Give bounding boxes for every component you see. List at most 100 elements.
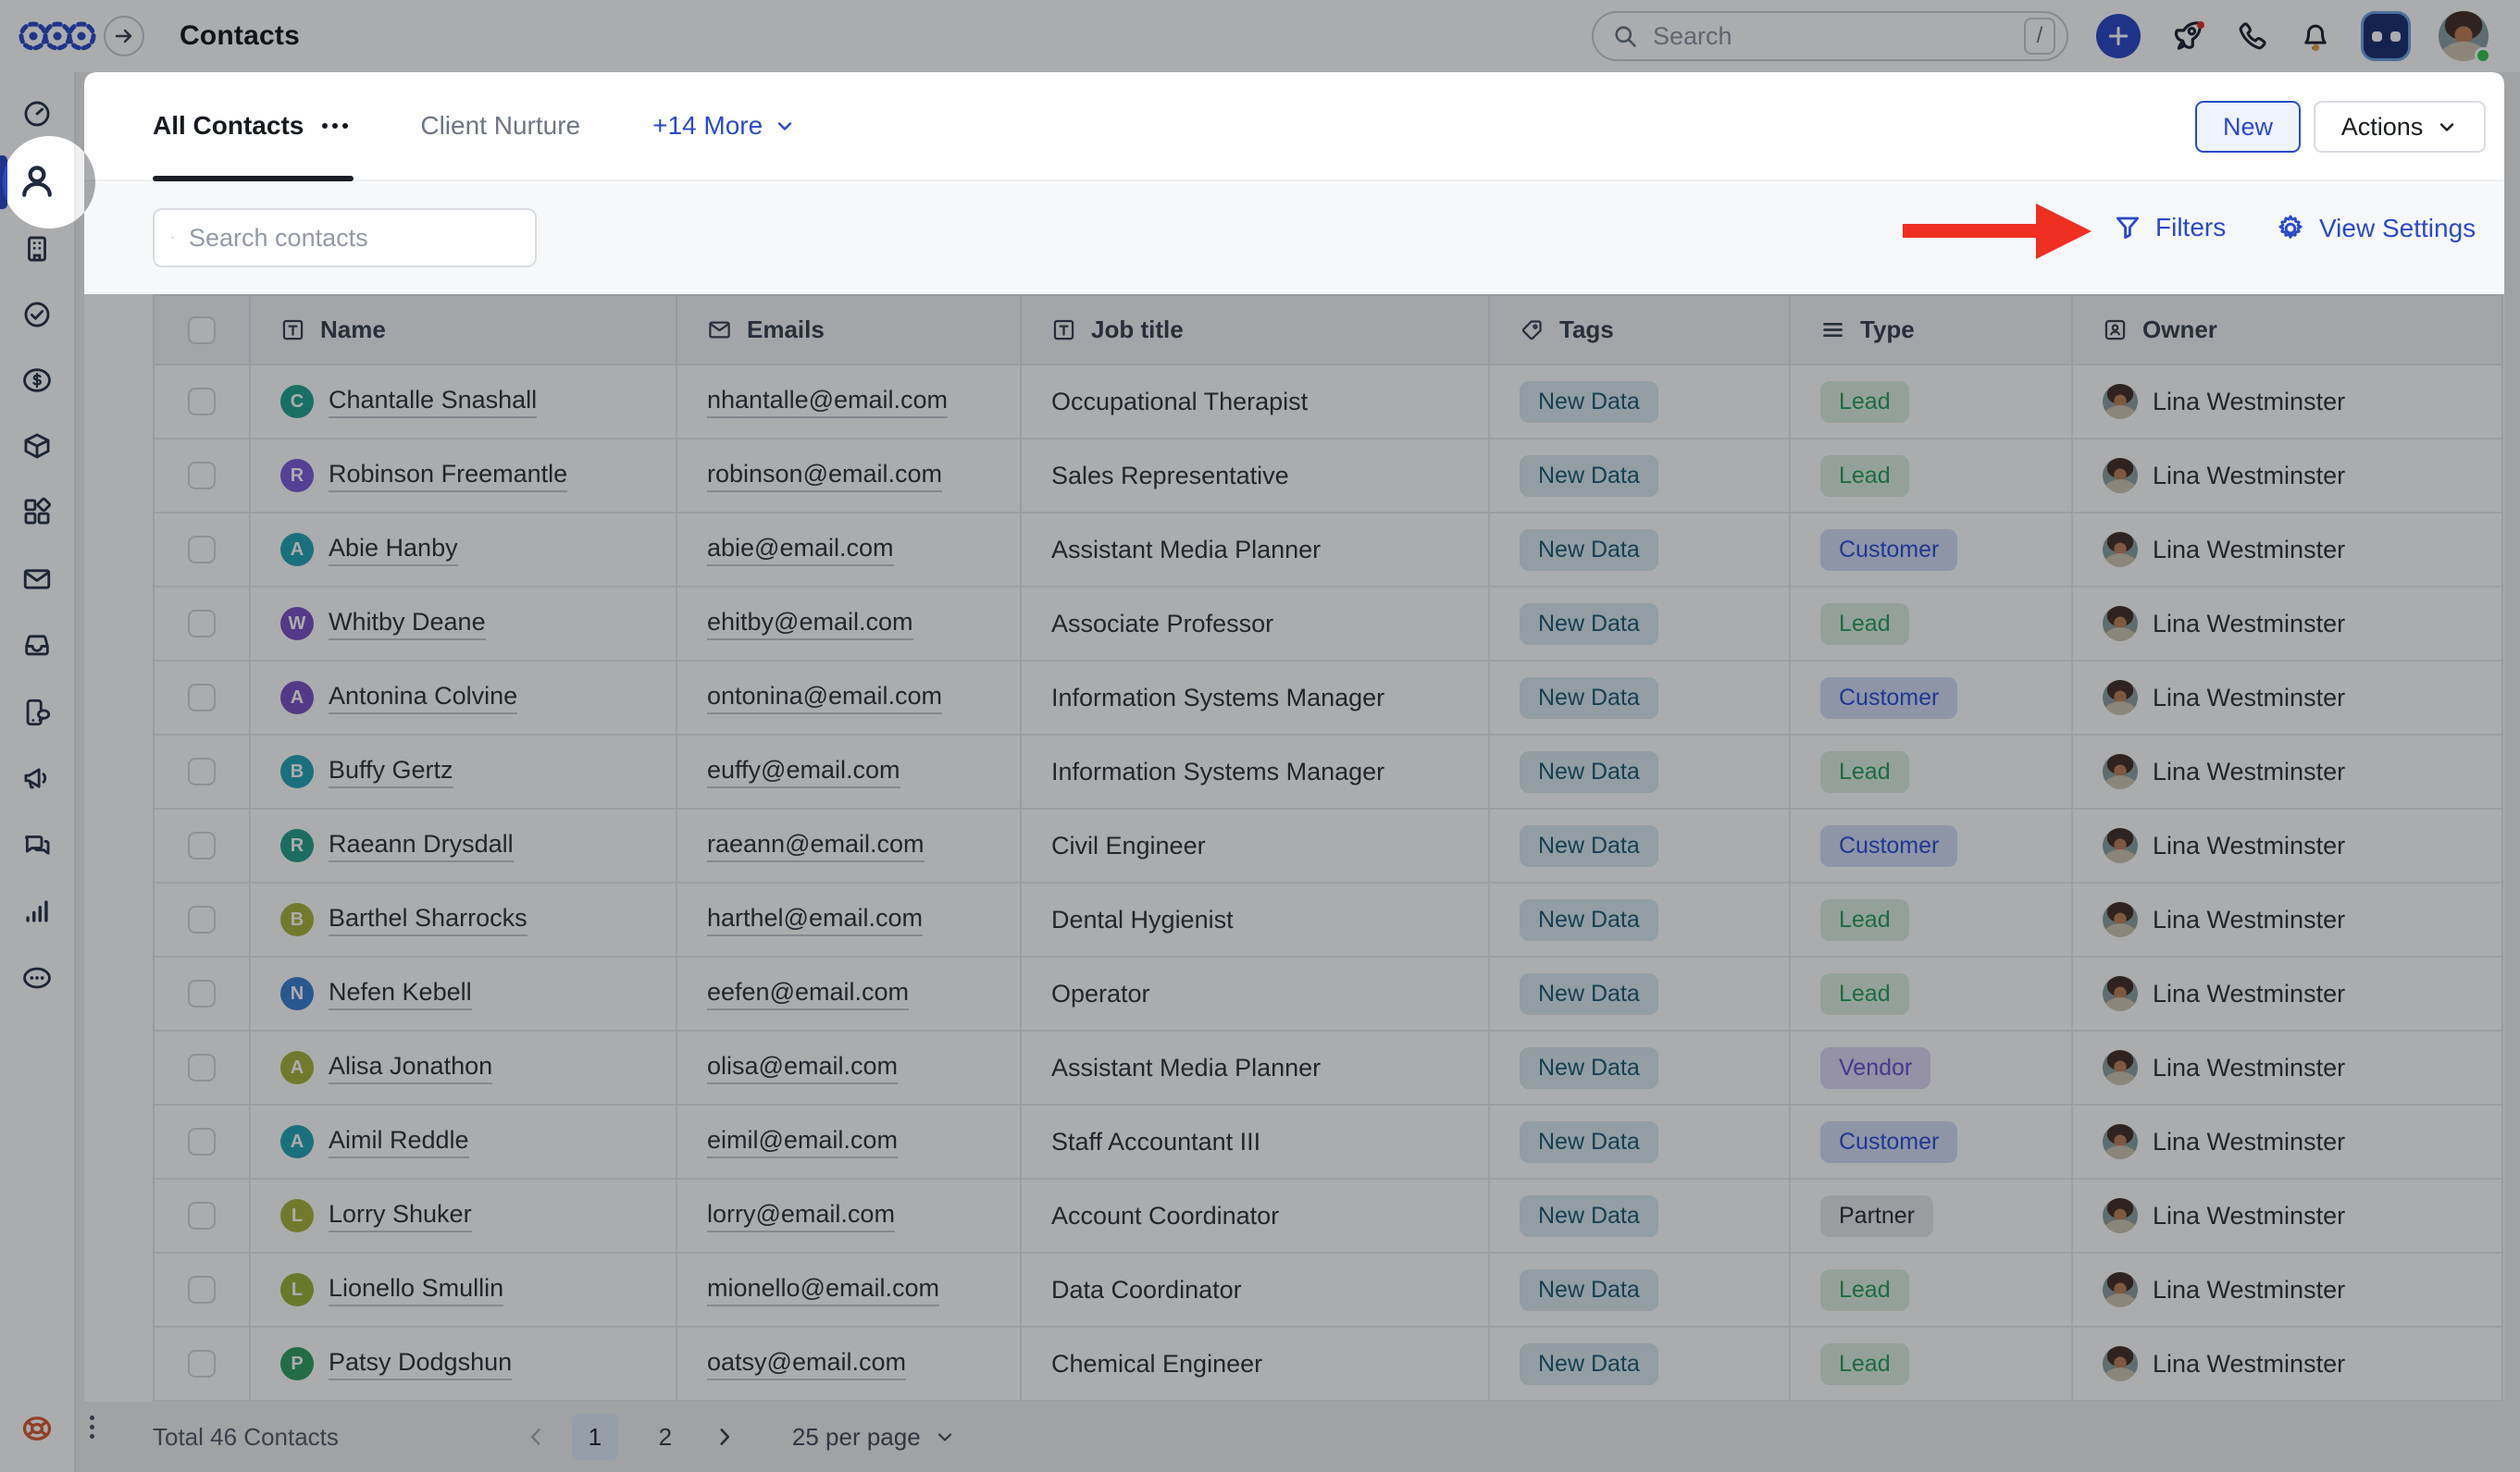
type-badge[interactable]: Customer	[1820, 1120, 1958, 1163]
sidebar-item-chat[interactable]	[0, 829, 74, 860]
tag-badge[interactable]: New Data	[1520, 380, 1658, 423]
tag-badge[interactable]: New Data	[1520, 1268, 1658, 1311]
tab-options-icon[interactable]	[322, 123, 349, 129]
contact-email-link[interactable]: raeann@email.com	[707, 830, 925, 862]
row-checkbox[interactable]	[188, 684, 216, 711]
copper-logo-icon[interactable]	[17, 14, 98, 58]
table-row[interactable]: B Buffy Gertz euffy@email.com Informatio…	[155, 736, 2501, 810]
chevron-right-icon[interactable]	[713, 1425, 737, 1449]
table-row[interactable]: A Antonina Colvine ontonina@email.com In…	[155, 662, 2501, 736]
sidebar-item-tasks[interactable]	[0, 299, 74, 330]
tag-badge[interactable]: New Data	[1520, 1046, 1658, 1089]
sidebar-item-more[interactable]	[0, 962, 74, 994]
row-checkbox[interactable]	[188, 980, 216, 1008]
new-button[interactable]: New	[2195, 101, 2301, 153]
row-checkbox[interactable]	[188, 388, 216, 415]
table-row[interactable]: A Abie Hanby abie@email.com Assistant Me…	[155, 513, 2501, 588]
row-checkbox[interactable]	[188, 610, 216, 637]
row-checkbox[interactable]	[188, 758, 216, 785]
user-avatar[interactable]	[2439, 11, 2491, 64]
row-checkbox[interactable]	[188, 462, 216, 489]
type-badge[interactable]: Lead	[1820, 602, 1909, 645]
whats-new-button[interactable]	[2168, 17, 2207, 56]
header-tags[interactable]: Tags	[1490, 296, 1791, 364]
type-badge[interactable]: Lead	[1820, 750, 1909, 793]
header-emails[interactable]: Emails	[677, 296, 1022, 364]
contact-email-link[interactable]: ehitby@email.com	[707, 608, 913, 640]
contacts-search[interactable]	[153, 208, 537, 267]
header-type[interactable]: Type	[1791, 296, 2073, 364]
select-all-checkbox[interactable]	[188, 315, 216, 344]
tag-badge[interactable]: New Data	[1520, 1120, 1658, 1163]
table-row[interactable]: R Raeann Drysdall raeann@email.com Civil…	[155, 810, 2501, 884]
per-page-selector[interactable]: 25 per page	[792, 1423, 956, 1452]
contact-email-link[interactable]: oatsy@email.com	[707, 1348, 906, 1380]
contact-name-link[interactable]: Aimil Reddle	[329, 1126, 469, 1158]
sidebar-item-help[interactable]	[0, 1412, 74, 1445]
tag-badge[interactable]: New Data	[1520, 972, 1658, 1015]
contact-name-link[interactable]: Alisa Jonathon	[329, 1052, 493, 1084]
row-checkbox[interactable]	[188, 1054, 216, 1082]
contact-name-link[interactable]: Lionello Smullin	[329, 1274, 504, 1306]
page-1-button[interactable]: 1	[571, 1414, 618, 1460]
page-2-button[interactable]: 2	[658, 1422, 673, 1451]
header-owner[interactable]: Owner	[2073, 296, 2505, 364]
sidebar-item-calls[interactable]	[0, 697, 74, 728]
sidebar-item-apps[interactable]	[0, 496, 74, 527]
actions-button[interactable]: Actions	[2314, 101, 2486, 153]
sidebar-item-marketing[interactable]	[0, 762, 74, 794]
contact-name-link[interactable]: Patsy Dodgshun	[329, 1348, 513, 1380]
table-row[interactable]: N Nefen Kebell eefen@email.com Operator …	[155, 958, 2501, 1032]
contact-email-link[interactable]: robinson@email.com	[707, 460, 943, 492]
table-row[interactable]: A Aimil Reddle eimil@email.com Staff Acc…	[155, 1106, 2501, 1180]
contact-name-link[interactable]: Barthel Sharrocks	[329, 904, 528, 936]
sidebar-item-email[interactable]	[0, 563, 74, 595]
contact-email-link[interactable]: euffy@email.com	[707, 756, 900, 788]
contact-email-link[interactable]: ontonina@email.com	[707, 682, 943, 714]
contact-name-link[interactable]: Abie Hanby	[329, 534, 458, 566]
contacts-search-input[interactable]	[187, 222, 518, 254]
calls-button[interactable]	[2235, 19, 2270, 54]
filters-button[interactable]: Filters	[2113, 213, 2226, 242]
sidebar-item-products[interactable]	[0, 430, 74, 462]
sidebar-item-dashboard[interactable]	[0, 98, 74, 130]
contact-email-link[interactable]: abie@email.com	[707, 534, 894, 566]
row-checkbox[interactable]	[188, 1350, 216, 1378]
contact-email-link[interactable]: eefen@email.com	[707, 978, 910, 1010]
table-row[interactable]: W Whitby Deane ehitby@email.com Associat…	[155, 588, 2501, 662]
sidebar-item-contacts[interactable]	[0, 161, 74, 202]
ai-assistant-icon[interactable]	[2361, 11, 2411, 61]
chevron-left-icon[interactable]	[524, 1425, 548, 1449]
tag-badge[interactable]: New Data	[1520, 1194, 1658, 1237]
contact-email-link[interactable]: lorry@email.com	[707, 1200, 895, 1232]
table-row[interactable]: B Barthel Sharrocks harthel@email.com De…	[155, 884, 2501, 958]
contact-name-link[interactable]: Raeann Drysdall	[329, 830, 514, 862]
type-badge[interactable]: Customer	[1820, 824, 1958, 867]
contact-name-link[interactable]: Buffy Gertz	[329, 756, 453, 788]
row-checkbox[interactable]	[188, 1276, 216, 1304]
contact-name-link[interactable]: Antonina Colvine	[329, 682, 518, 714]
tag-badge[interactable]: New Data	[1520, 824, 1658, 867]
table-row[interactable]: R Robinson Freemantle robinson@email.com…	[155, 439, 2501, 513]
contact-email-link[interactable]: nhantalle@email.com	[707, 386, 949, 418]
type-badge[interactable]: Lead	[1820, 898, 1909, 941]
sidebar-item-reports[interactable]	[0, 896, 74, 927]
tag-badge[interactable]: New Data	[1520, 676, 1658, 719]
contact-email-link[interactable]: harthel@email.com	[707, 904, 923, 936]
tag-badge[interactable]: New Data	[1520, 1342, 1658, 1385]
view-settings-button[interactable]: View Settings	[2275, 213, 2476, 244]
type-badge[interactable]: Partner	[1820, 1194, 1933, 1237]
tab-all-contacts[interactable]: All Contacts	[153, 72, 354, 181]
type-badge[interactable]: Lead	[1820, 1268, 1909, 1311]
type-badge[interactable]: Customer	[1820, 676, 1958, 719]
sidebar-item-companies[interactable]	[0, 233, 74, 265]
tab-more-views[interactable]: +14 More	[652, 72, 796, 179]
contact-name-link[interactable]: Robinson Freemantle	[329, 460, 568, 492]
row-checkbox[interactable]	[188, 832, 216, 860]
row-checkbox[interactable]	[188, 536, 216, 563]
tag-badge[interactable]: New Data	[1520, 602, 1658, 645]
help-options-menu[interactable]	[85, 1416, 98, 1439]
tag-badge[interactable]: New Data	[1520, 898, 1658, 941]
row-checkbox[interactable]	[188, 906, 216, 934]
type-badge[interactable]: Vendor	[1820, 1046, 1931, 1089]
